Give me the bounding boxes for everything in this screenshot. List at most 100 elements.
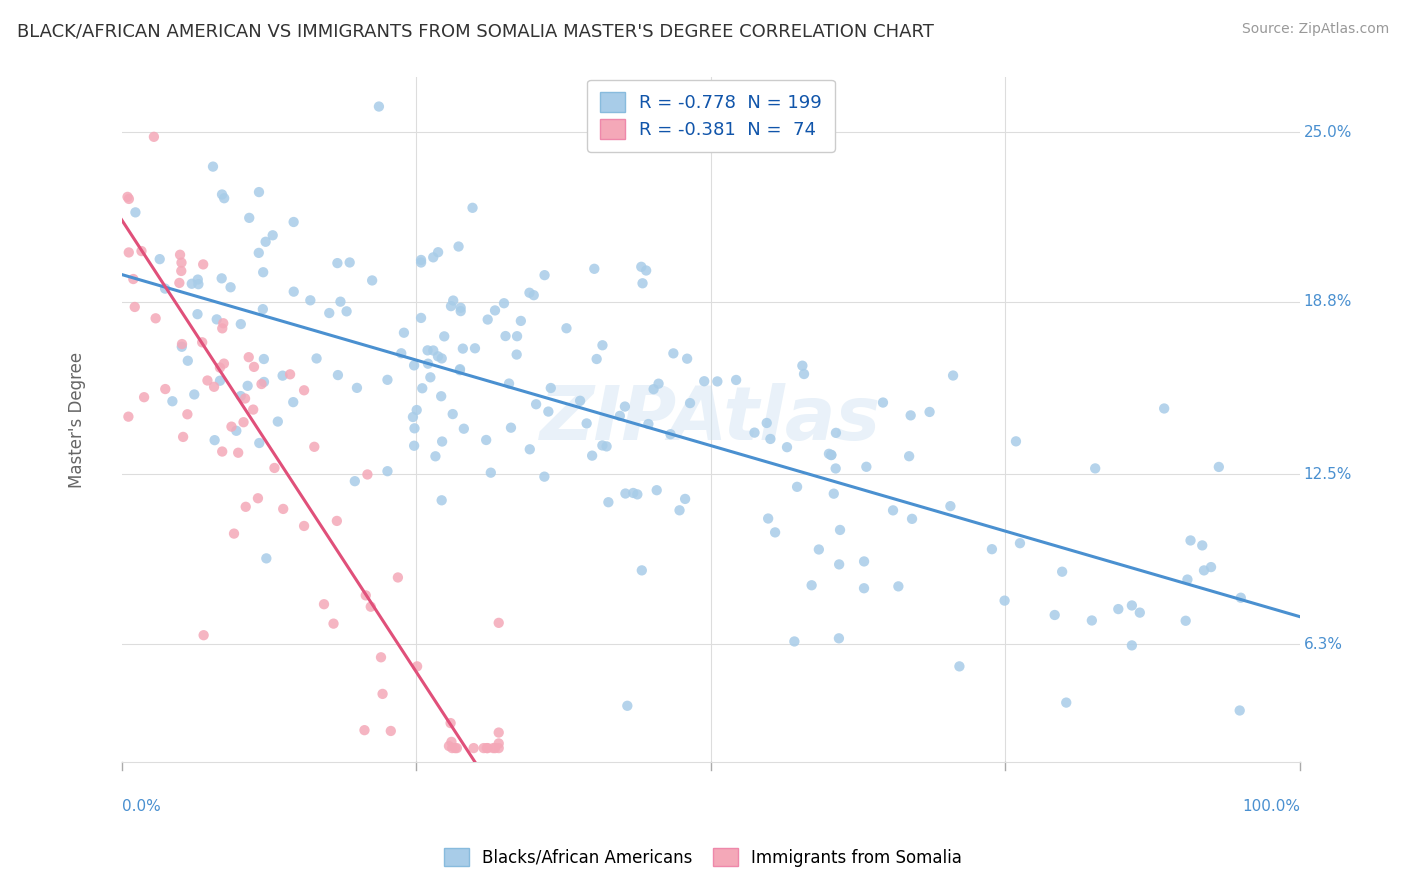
Point	[1054, 696, 1077, 710]
Legend: R = -0.778  N = 199, R = -0.381  N =  74: R = -0.778 N = 199, R = -0.381 N = 74	[586, 79, 835, 152]
Point	[463, 741, 485, 756]
Point	[630, 563, 652, 577]
Point	[117, 409, 139, 424]
Point	[404, 439, 426, 453]
Point	[208, 360, 231, 375]
Point	[402, 409, 425, 424]
Point	[453, 422, 475, 436]
Point	[419, 370, 441, 384]
Point	[1008, 536, 1031, 550]
Point	[1229, 704, 1251, 718]
Point	[318, 306, 340, 320]
Point	[1199, 560, 1222, 574]
Point	[409, 255, 432, 269]
Point	[422, 250, 444, 264]
Point	[645, 483, 668, 498]
Point	[475, 741, 498, 756]
Text: Master's Degree: Master's Degree	[67, 351, 86, 488]
Point	[763, 525, 786, 540]
Point	[818, 447, 841, 461]
Point	[540, 381, 562, 395]
Point	[495, 329, 517, 343]
Point	[405, 403, 427, 417]
Point	[533, 469, 555, 483]
Point	[853, 581, 876, 595]
Point	[326, 368, 349, 382]
Point	[631, 277, 654, 291]
Point	[591, 338, 613, 352]
Point	[304, 440, 326, 454]
Point	[828, 523, 851, 537]
Point	[825, 425, 848, 440]
Point	[193, 257, 215, 271]
Point	[389, 346, 412, 360]
Point	[440, 735, 463, 749]
Point	[229, 389, 252, 403]
Point	[236, 379, 259, 393]
Point	[169, 276, 191, 290]
Text: ZIPAtlas: ZIPAtlas	[540, 383, 882, 456]
Point	[783, 634, 806, 648]
Point	[187, 277, 209, 292]
Point	[219, 280, 242, 294]
Point	[1153, 401, 1175, 416]
Point	[204, 433, 226, 447]
Point	[416, 343, 439, 358]
Point	[882, 503, 904, 517]
Point	[211, 321, 233, 335]
Point	[409, 252, 432, 267]
Point	[254, 551, 277, 566]
Point	[824, 461, 846, 475]
Point	[980, 542, 1002, 557]
Point	[609, 409, 631, 423]
Point	[312, 597, 335, 611]
Point	[283, 285, 305, 299]
Point	[488, 741, 510, 756]
Point	[202, 380, 225, 394]
Point	[278, 368, 301, 382]
Point	[416, 357, 439, 371]
Point	[292, 519, 315, 533]
Text: 100.0%: 100.0%	[1241, 799, 1301, 814]
Point	[392, 326, 415, 340]
Point	[524, 397, 547, 411]
Point	[180, 277, 202, 291]
Point	[292, 384, 315, 398]
Point	[183, 387, 205, 401]
Point	[887, 579, 910, 593]
Text: 0.0%: 0.0%	[122, 799, 160, 814]
Point	[425, 450, 447, 464]
Point	[533, 268, 555, 282]
Point	[201, 160, 224, 174]
Point	[221, 419, 243, 434]
Point	[662, 346, 685, 360]
Point	[346, 381, 368, 395]
Point	[793, 367, 815, 381]
Point	[367, 99, 389, 113]
Point	[191, 335, 214, 350]
Point	[246, 491, 269, 506]
Point	[519, 285, 541, 300]
Point	[299, 293, 322, 308]
Point	[828, 558, 851, 572]
Point	[918, 405, 941, 419]
Point	[1107, 602, 1129, 616]
Point	[676, 351, 699, 366]
Point	[626, 487, 648, 501]
Point	[124, 205, 146, 219]
Point	[247, 245, 270, 260]
Point	[484, 303, 506, 318]
Point	[488, 615, 510, 630]
Point	[170, 340, 193, 354]
Point	[1005, 434, 1028, 449]
Point	[153, 282, 176, 296]
Point	[446, 741, 468, 756]
Point	[1177, 573, 1199, 587]
Point	[411, 381, 433, 395]
Point	[673, 491, 696, 506]
Point	[339, 255, 361, 269]
Point	[170, 337, 193, 351]
Point	[583, 261, 606, 276]
Point	[479, 466, 502, 480]
Point	[900, 409, 922, 423]
